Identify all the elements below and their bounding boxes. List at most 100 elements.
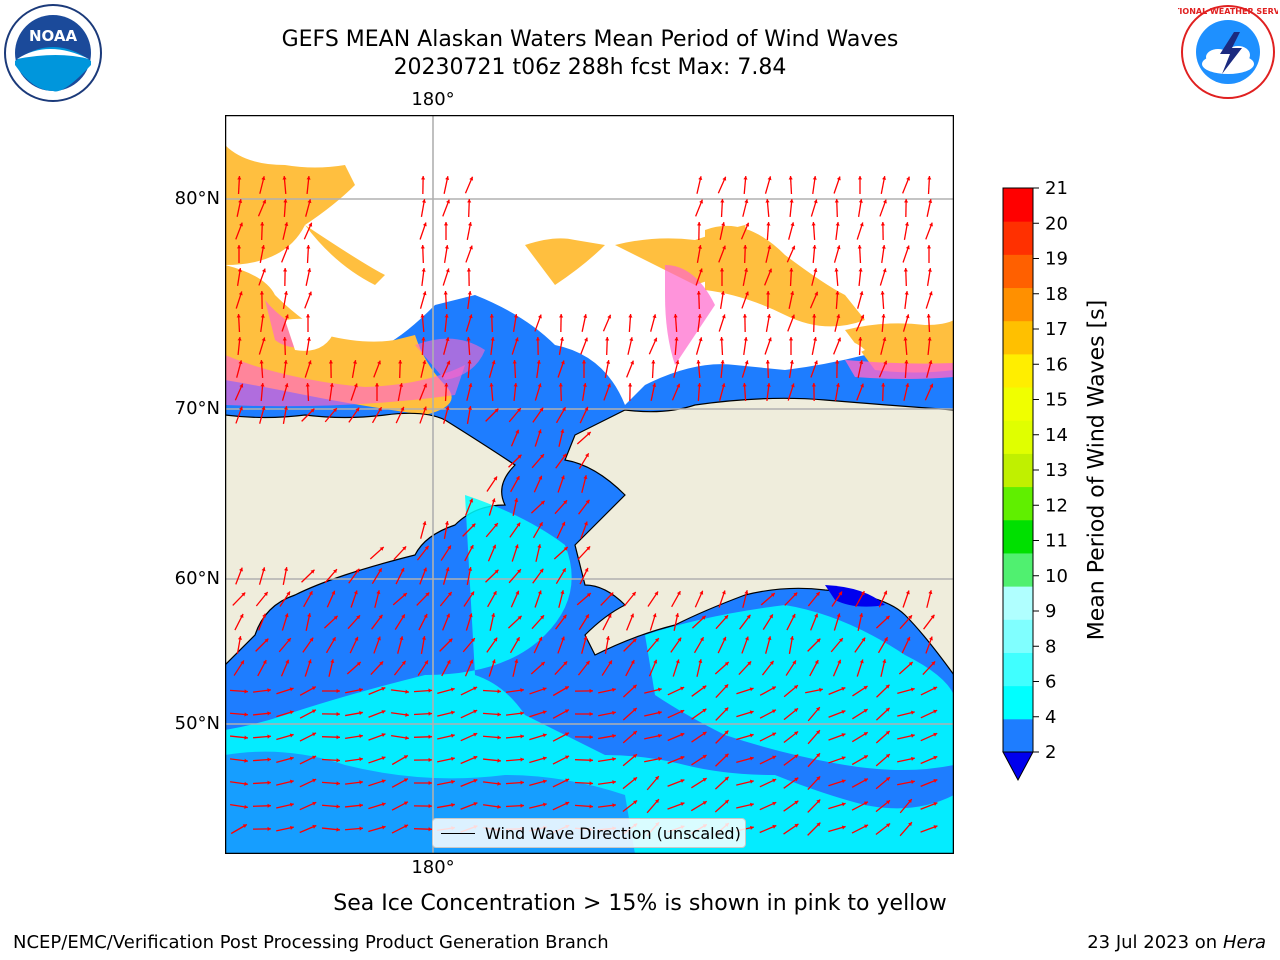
wave-arrow-head <box>239 567 243 572</box>
wave-arrow-head <box>564 709 569 714</box>
colorbar-tick-label: 6 <box>1045 672 1056 693</box>
wave-arrow-head <box>428 827 432 832</box>
wave-arrow-head <box>403 801 408 806</box>
wave-arrow-head <box>261 406 266 411</box>
colorbar-segment <box>1003 254 1033 289</box>
wave-arrow-head <box>863 778 868 783</box>
wave-arrow-head <box>606 383 611 388</box>
wave-arrow-head <box>816 730 820 735</box>
wave-arrow-head <box>542 779 547 784</box>
wave-arrow-head <box>839 638 843 643</box>
graticule <box>225 115 954 854</box>
colorbar-segment <box>1003 718 1033 753</box>
colorbar-tick-label: 15 <box>1045 390 1068 411</box>
wave-arrow-head <box>680 732 685 737</box>
wave-arrow-head <box>244 689 248 694</box>
wave-arrow-head <box>336 781 340 786</box>
wave-arrow-head <box>911 756 915 761</box>
wave-arrow-head <box>652 314 657 319</box>
wave-arrow-head <box>307 613 312 617</box>
wave-arrow-head <box>860 383 864 388</box>
wave-arrow-head <box>791 245 796 250</box>
wave-arrow-head <box>794 800 799 805</box>
wave-arrow-head <box>860 314 865 319</box>
wave-arrow-head <box>720 291 725 295</box>
wave-arrow-head <box>790 291 795 295</box>
wave-arrow-head <box>772 755 777 760</box>
wave-arrow-head <box>885 777 890 781</box>
wave-arrow-head <box>926 245 932 249</box>
wave-arrow-head <box>841 733 846 738</box>
wave-arrow-head <box>399 383 404 387</box>
colorbar-tick-label: 4 <box>1045 707 1056 728</box>
wave-arrow-head <box>813 337 818 341</box>
wave-arrow-head <box>743 176 748 180</box>
wave-arrow-head <box>680 756 685 760</box>
wave-arrow-head <box>632 684 637 689</box>
wave-arrow-head <box>816 638 821 643</box>
wave-arrow-head <box>724 799 729 804</box>
wave-arrow-head <box>469 659 474 664</box>
colorbar-segment <box>1003 387 1033 421</box>
wave-arrow-head <box>283 199 288 203</box>
wave-arrow-head <box>537 544 542 549</box>
wave-arrow-head <box>284 383 289 388</box>
wave-arrow-head <box>512 360 517 364</box>
wave-arrow-head <box>424 660 428 665</box>
wave-arrow-head <box>237 337 242 341</box>
wave-arrow-head <box>336 712 340 717</box>
wave-arrow-head <box>885 615 890 620</box>
lat-label-60: 60°N <box>174 568 220 589</box>
wave-arrow-head <box>929 383 934 388</box>
lon-label-top: 180° <box>411 89 455 110</box>
wave-arrow-head <box>466 337 471 341</box>
wave-arrow-head <box>789 360 794 364</box>
wave-arrow-head <box>835 383 840 387</box>
wave-arrow-head <box>468 567 473 571</box>
wave-arrow-head <box>331 590 336 595</box>
wave-arrow-head <box>469 545 474 550</box>
wave-arrow-head <box>631 592 636 596</box>
wave-arrow-head <box>378 614 383 619</box>
wave-arrow-head <box>471 638 475 643</box>
wave-arrow-head <box>933 755 938 760</box>
wave-arrow-head <box>514 498 519 502</box>
wave-arrow-head <box>698 268 703 273</box>
wave-arrow-head <box>284 222 289 227</box>
wave-arrow-head <box>746 614 751 619</box>
wave-arrow-head <box>885 707 890 712</box>
wave-arrow-head <box>744 291 749 296</box>
wave-arrow-head <box>289 779 294 784</box>
wave-arrow-head <box>306 176 311 180</box>
wave-arrow-head <box>858 199 863 203</box>
wave-arrow-head <box>445 567 450 572</box>
wave-arrow-head <box>612 757 616 762</box>
wave-arrow-head <box>451 779 455 784</box>
wave-arrow-head <box>816 753 821 758</box>
wave-arrow-head <box>537 590 542 595</box>
wave-arrow-head <box>837 337 841 342</box>
wave-arrow-head <box>749 802 754 807</box>
wave-arrow-head <box>359 687 363 692</box>
wave-arrow-head <box>267 688 271 693</box>
wave-arrow-head <box>356 615 361 620</box>
wave-arrow-head <box>908 799 912 804</box>
wave-arrow-head <box>497 689 501 694</box>
wave-arrow-head <box>402 593 407 597</box>
colorbar-tick-label: 14 <box>1045 425 1068 446</box>
colorbar-tick-label: 9 <box>1045 601 1056 622</box>
wave-arrow-head <box>583 314 588 318</box>
wave-arrow-head <box>585 499 590 504</box>
wave-arrow-head <box>467 291 472 295</box>
wave-arrow-head <box>381 825 386 830</box>
wave-arrow-head <box>491 659 496 664</box>
wave-arrow-head <box>307 659 312 664</box>
sea-ice-region <box>525 238 605 285</box>
wave-arrow-head <box>772 732 777 737</box>
wave-arrow-head <box>239 613 244 618</box>
wave-arrow-head <box>421 337 426 341</box>
wave-arrow-head <box>263 592 268 596</box>
wave-arrow-head <box>446 613 450 618</box>
wave-arrow-head <box>284 567 289 571</box>
wave-arrow-head <box>307 199 312 204</box>
